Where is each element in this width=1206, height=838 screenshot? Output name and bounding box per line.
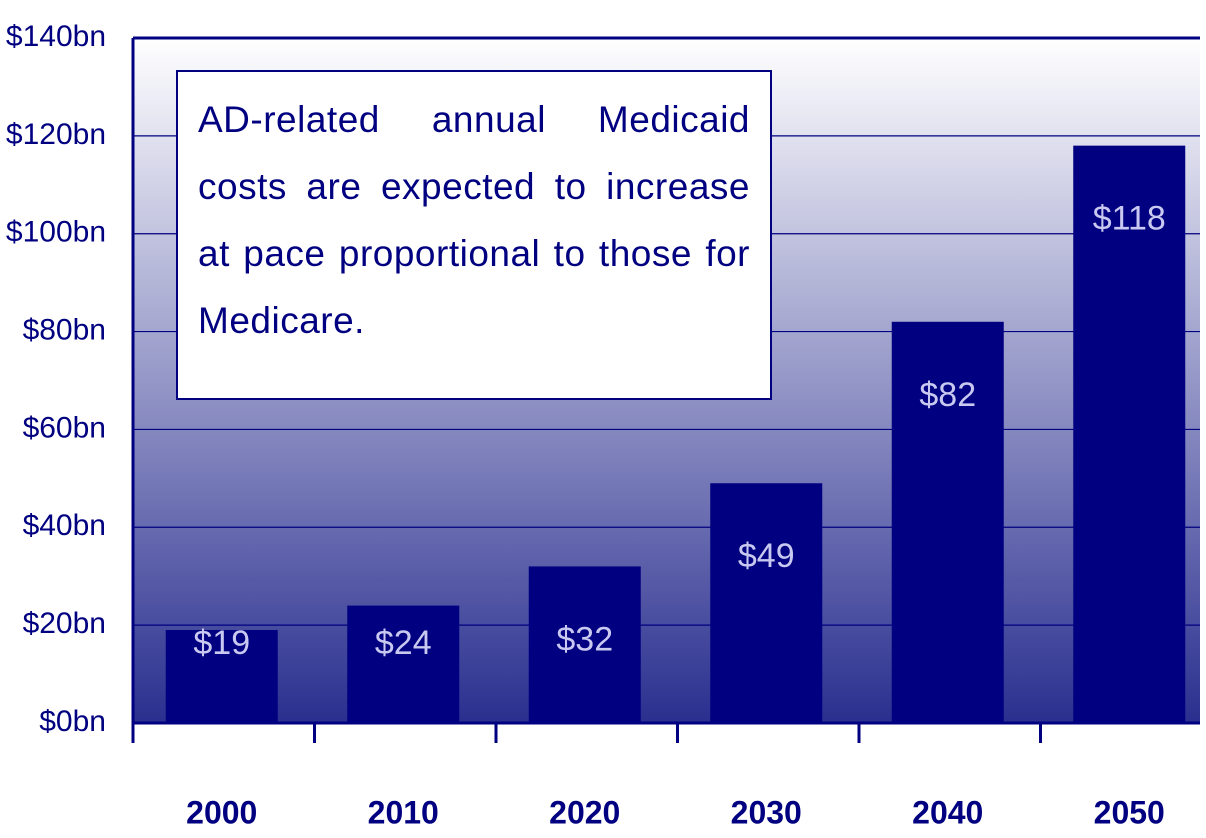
y-tick-label: $100bn xyxy=(6,216,106,249)
y-tick-label: $20bn xyxy=(23,607,106,640)
bar xyxy=(347,605,460,723)
bar xyxy=(528,566,641,723)
y-tick-label: $140bn xyxy=(6,20,106,53)
y-tick-label: $120bn xyxy=(6,118,106,151)
x-tick-label: 2000 xyxy=(186,794,257,830)
bar xyxy=(1073,145,1186,724)
data-label: $118 xyxy=(1093,200,1166,238)
x-tick-label: 2040 xyxy=(912,794,983,830)
y-tick-label: $0bn xyxy=(39,705,106,738)
y-tick-label: $60bn xyxy=(23,411,106,444)
x-tick-label: 2030 xyxy=(731,794,802,830)
x-tick-label: 2020 xyxy=(549,794,620,830)
x-tick-label: 2010 xyxy=(368,794,439,830)
data-label: $19 xyxy=(193,624,250,662)
bar xyxy=(710,483,823,723)
bar xyxy=(165,630,278,723)
data-label: $24 xyxy=(375,624,432,662)
bar xyxy=(891,321,1004,723)
data-label: $49 xyxy=(738,537,795,575)
data-label: $32 xyxy=(556,620,613,658)
y-tick-label: $40bn xyxy=(23,509,106,542)
annotation: AD-related annual Medicaid costs are exp… xyxy=(176,70,772,400)
x-tick-label: 2050 xyxy=(1094,794,1165,830)
data-label: $82 xyxy=(919,376,976,414)
y-tick-label: $80bn xyxy=(23,313,106,346)
